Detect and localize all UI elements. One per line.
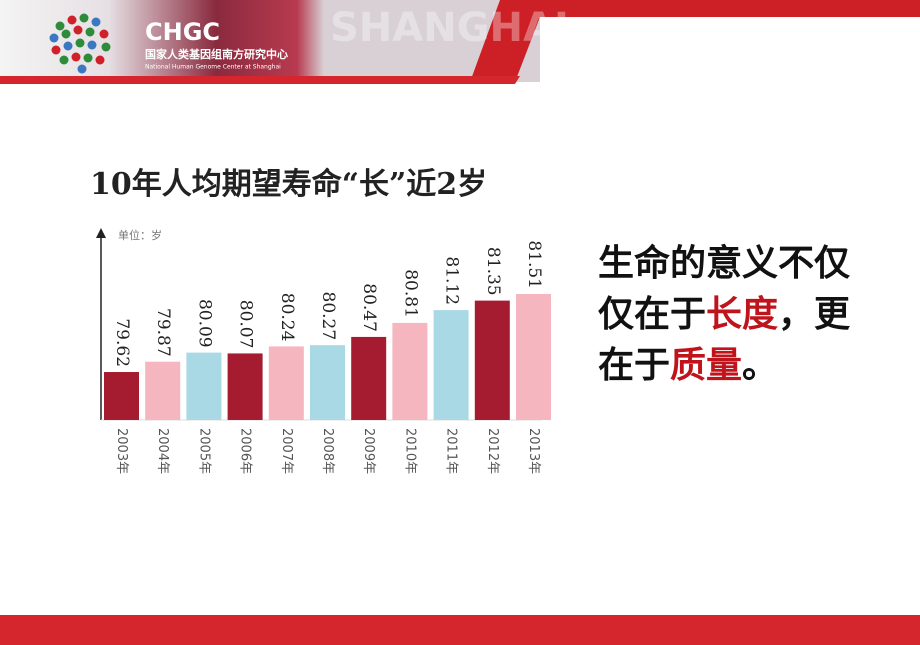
footer-bar xyxy=(0,615,920,645)
bar xyxy=(310,345,345,420)
value-label: 81.51 xyxy=(524,240,544,289)
bar xyxy=(186,352,222,420)
value-label: 80.09 xyxy=(194,299,214,348)
unit-label: 单位：岁 xyxy=(118,228,162,242)
bar xyxy=(392,322,428,420)
value-label: 79.87 xyxy=(153,308,173,357)
x-tick-label: 2012年 xyxy=(485,428,500,474)
bar xyxy=(351,336,387,420)
x-tick-label: 2013年 xyxy=(526,428,541,474)
x-tick-label: 2008年 xyxy=(320,428,335,474)
bar xyxy=(474,300,510,420)
x-tick-label: 2005年 xyxy=(196,428,211,474)
x-tick-label: 2010年 xyxy=(402,428,417,474)
x-tick-label: 2003年 xyxy=(114,428,129,474)
bar xyxy=(268,346,304,420)
logo-text: CHGC xyxy=(145,18,220,46)
bar xyxy=(433,310,469,420)
message-text: ，更在于 xyxy=(598,294,851,386)
value-label: 79.62 xyxy=(112,318,132,367)
value-label: 80.81 xyxy=(400,269,420,318)
header-strip xyxy=(0,76,520,84)
value-label: 80.24 xyxy=(277,293,297,342)
value-label: 81.12 xyxy=(442,256,462,305)
bar xyxy=(227,353,263,420)
chart-title: 10年人均期望寿命“长”近2岁 xyxy=(90,167,487,202)
highlight-text: 长度 xyxy=(706,294,779,335)
axis-arrow xyxy=(96,228,106,238)
value-label: 80.27 xyxy=(318,292,338,341)
x-tick-label: 2004年 xyxy=(155,428,170,474)
bar xyxy=(516,294,551,420)
x-tick-label: 2006年 xyxy=(238,428,253,474)
bar xyxy=(104,372,139,420)
org-name-cn: 国家人类基因组南方研究中心 xyxy=(145,47,288,61)
x-tick-label: 2009年 xyxy=(361,428,376,474)
logo-dots xyxy=(49,13,111,74)
backdrop-text: SHANGHAI xyxy=(330,5,569,51)
message-text: 。 xyxy=(742,345,779,386)
x-tick-label: 2007年 xyxy=(279,428,294,474)
value-label: 81.35 xyxy=(483,247,503,296)
bar xyxy=(145,361,181,420)
org-name-en: National Human Genome Center at Shanghai xyxy=(145,64,281,71)
message: 生命的意义不仅仅在于长度，更在于质量。 xyxy=(598,238,870,391)
highlight-text: 质量 xyxy=(670,345,743,386)
header: SHANGHAI CHGC 国家人类基因组南方研究中心 National Hum… xyxy=(0,0,920,84)
message-text: 生命的意义不仅仅在于 xyxy=(598,243,851,335)
header-band xyxy=(470,0,920,82)
value-label: 80.07 xyxy=(236,300,256,349)
value-label: 80.47 xyxy=(359,283,379,332)
x-tick-label: 2011年 xyxy=(444,428,459,474)
